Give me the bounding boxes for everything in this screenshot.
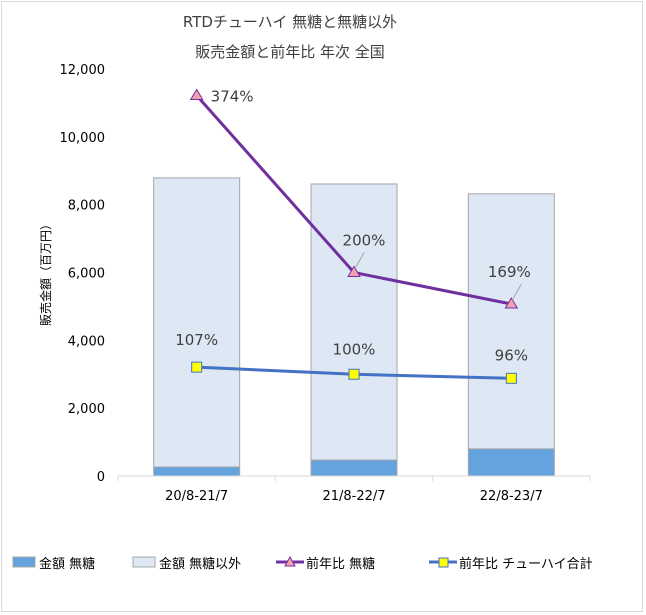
legend-label: 前年比 チューハイ合計 <box>459 556 593 572</box>
legend-swatch <box>12 556 36 568</box>
y-axis-label: 販売金額（百万円） <box>38 218 53 326</box>
square-marker <box>348 368 360 380</box>
label-leader-line <box>354 252 365 269</box>
legend-item[interactable]: 金額 無糖 <box>12 556 95 572</box>
y-tick-label: 2,000 <box>68 402 105 417</box>
legend-label: 金額 無糖 <box>39 556 95 572</box>
square-marker <box>191 361 203 373</box>
bar-mutou <box>467 448 555 477</box>
y-tick-label: 0 <box>97 470 105 485</box>
bar-mutou-igai <box>467 193 555 450</box>
data-label: 374% <box>211 87 254 105</box>
triangle-marker <box>347 265 361 277</box>
x-tick-label: 21/8-22/7 <box>322 489 385 504</box>
y-tick-label: 10,000 <box>60 131 106 146</box>
data-label: 107% <box>175 331 218 349</box>
y-tick-label: 8,000 <box>68 199 105 214</box>
legend-label: 前年比 無糖 <box>306 556 375 572</box>
x-tick-label: 20/8-21/7 <box>165 489 228 504</box>
data-label: 100% <box>333 340 376 358</box>
data-label: 169% <box>488 263 531 281</box>
y-tick-label: 6,000 <box>68 267 105 282</box>
bar-mutou-igai <box>310 183 398 461</box>
chart-subtitle: 販売金額と前年比 年次 全国 <box>195 43 385 61</box>
triangle-marker <box>284 555 296 567</box>
x-tick-label: 22/8-23/7 <box>480 489 543 504</box>
legend-item[interactable]: 前年比 チューハイ合計 <box>429 556 593 572</box>
bar-mutou <box>310 459 398 477</box>
legend-item[interactable]: 前年比 無糖 <box>276 555 375 572</box>
square-marker <box>505 372 517 384</box>
square-marker <box>438 557 449 568</box>
label-leader-line <box>511 283 522 301</box>
y-tick-label: 4,000 <box>68 334 105 349</box>
legend-swatch <box>132 556 156 568</box>
data-label: 200% <box>343 232 386 250</box>
bar-mutou <box>153 466 241 477</box>
legend-label: 金額 無糖以外 <box>159 556 241 572</box>
data-label: 96% <box>495 346 528 364</box>
triangle-marker <box>189 88 204 100</box>
chart-title: RTDチューハイ 無糖と無糖以外 <box>183 13 397 31</box>
legend-item[interactable]: 金額 無糖以外 <box>132 556 241 572</box>
y-tick-label: 12,000 <box>60 63 106 78</box>
triangle-marker <box>504 297 519 309</box>
bar-mutou-igai <box>153 177 241 468</box>
